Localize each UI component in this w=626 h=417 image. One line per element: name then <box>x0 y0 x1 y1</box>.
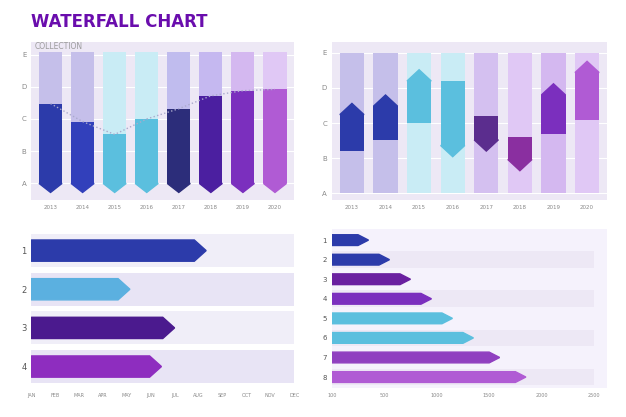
Bar <box>31 273 294 306</box>
Bar <box>541 53 565 193</box>
Bar <box>232 90 254 183</box>
Polygon shape <box>332 372 526 382</box>
Polygon shape <box>31 356 162 377</box>
Bar <box>232 52 254 90</box>
Polygon shape <box>374 95 398 106</box>
Polygon shape <box>135 183 158 192</box>
Bar <box>199 52 222 96</box>
Bar <box>31 350 294 383</box>
Bar <box>103 52 126 134</box>
Polygon shape <box>31 317 175 339</box>
Polygon shape <box>332 313 453 324</box>
Bar <box>71 52 94 122</box>
Bar <box>340 115 364 151</box>
Polygon shape <box>508 159 532 171</box>
Bar <box>332 329 594 346</box>
Polygon shape <box>407 70 431 81</box>
Text: WATERFALL CHART: WATERFALL CHART <box>31 13 208 30</box>
Bar <box>332 310 594 327</box>
Bar <box>135 119 158 183</box>
Polygon shape <box>31 279 130 300</box>
Bar <box>264 52 287 89</box>
Bar <box>475 53 498 193</box>
Polygon shape <box>167 183 190 192</box>
Bar <box>199 96 222 183</box>
Polygon shape <box>541 84 565 95</box>
Polygon shape <box>71 183 94 192</box>
Bar <box>508 137 532 159</box>
Polygon shape <box>332 352 500 363</box>
Bar <box>31 311 294 344</box>
Bar <box>407 53 431 193</box>
Bar <box>374 106 398 140</box>
Bar <box>374 53 398 193</box>
Bar <box>340 53 364 193</box>
Bar <box>167 109 190 183</box>
Bar <box>135 52 158 119</box>
Bar <box>167 52 190 109</box>
Bar <box>264 89 287 183</box>
Bar <box>407 81 431 123</box>
Polygon shape <box>39 183 62 192</box>
Polygon shape <box>332 235 369 246</box>
Polygon shape <box>232 183 254 192</box>
Polygon shape <box>103 183 126 192</box>
Polygon shape <box>332 274 411 285</box>
Polygon shape <box>199 183 222 192</box>
Bar <box>332 291 594 307</box>
Bar <box>508 53 532 193</box>
Polygon shape <box>332 294 431 304</box>
Bar <box>39 52 62 103</box>
Bar <box>31 234 294 267</box>
Bar <box>103 134 126 183</box>
Polygon shape <box>31 240 206 261</box>
Polygon shape <box>332 332 473 343</box>
Bar <box>575 73 599 120</box>
Bar <box>475 116 498 140</box>
Bar <box>332 271 594 288</box>
Bar <box>332 251 594 268</box>
Polygon shape <box>332 254 389 265</box>
Polygon shape <box>575 61 599 73</box>
Bar <box>541 95 565 134</box>
Bar <box>441 81 464 146</box>
Bar <box>39 103 62 183</box>
Bar <box>332 369 594 385</box>
Bar <box>332 349 594 366</box>
Polygon shape <box>264 183 287 192</box>
Polygon shape <box>340 103 364 115</box>
Polygon shape <box>475 140 498 151</box>
Bar <box>441 53 464 193</box>
Bar <box>575 53 599 193</box>
Bar <box>332 232 594 249</box>
Bar <box>71 122 94 183</box>
Text: COLLECTION: COLLECTION <box>34 42 83 51</box>
Polygon shape <box>441 146 464 157</box>
